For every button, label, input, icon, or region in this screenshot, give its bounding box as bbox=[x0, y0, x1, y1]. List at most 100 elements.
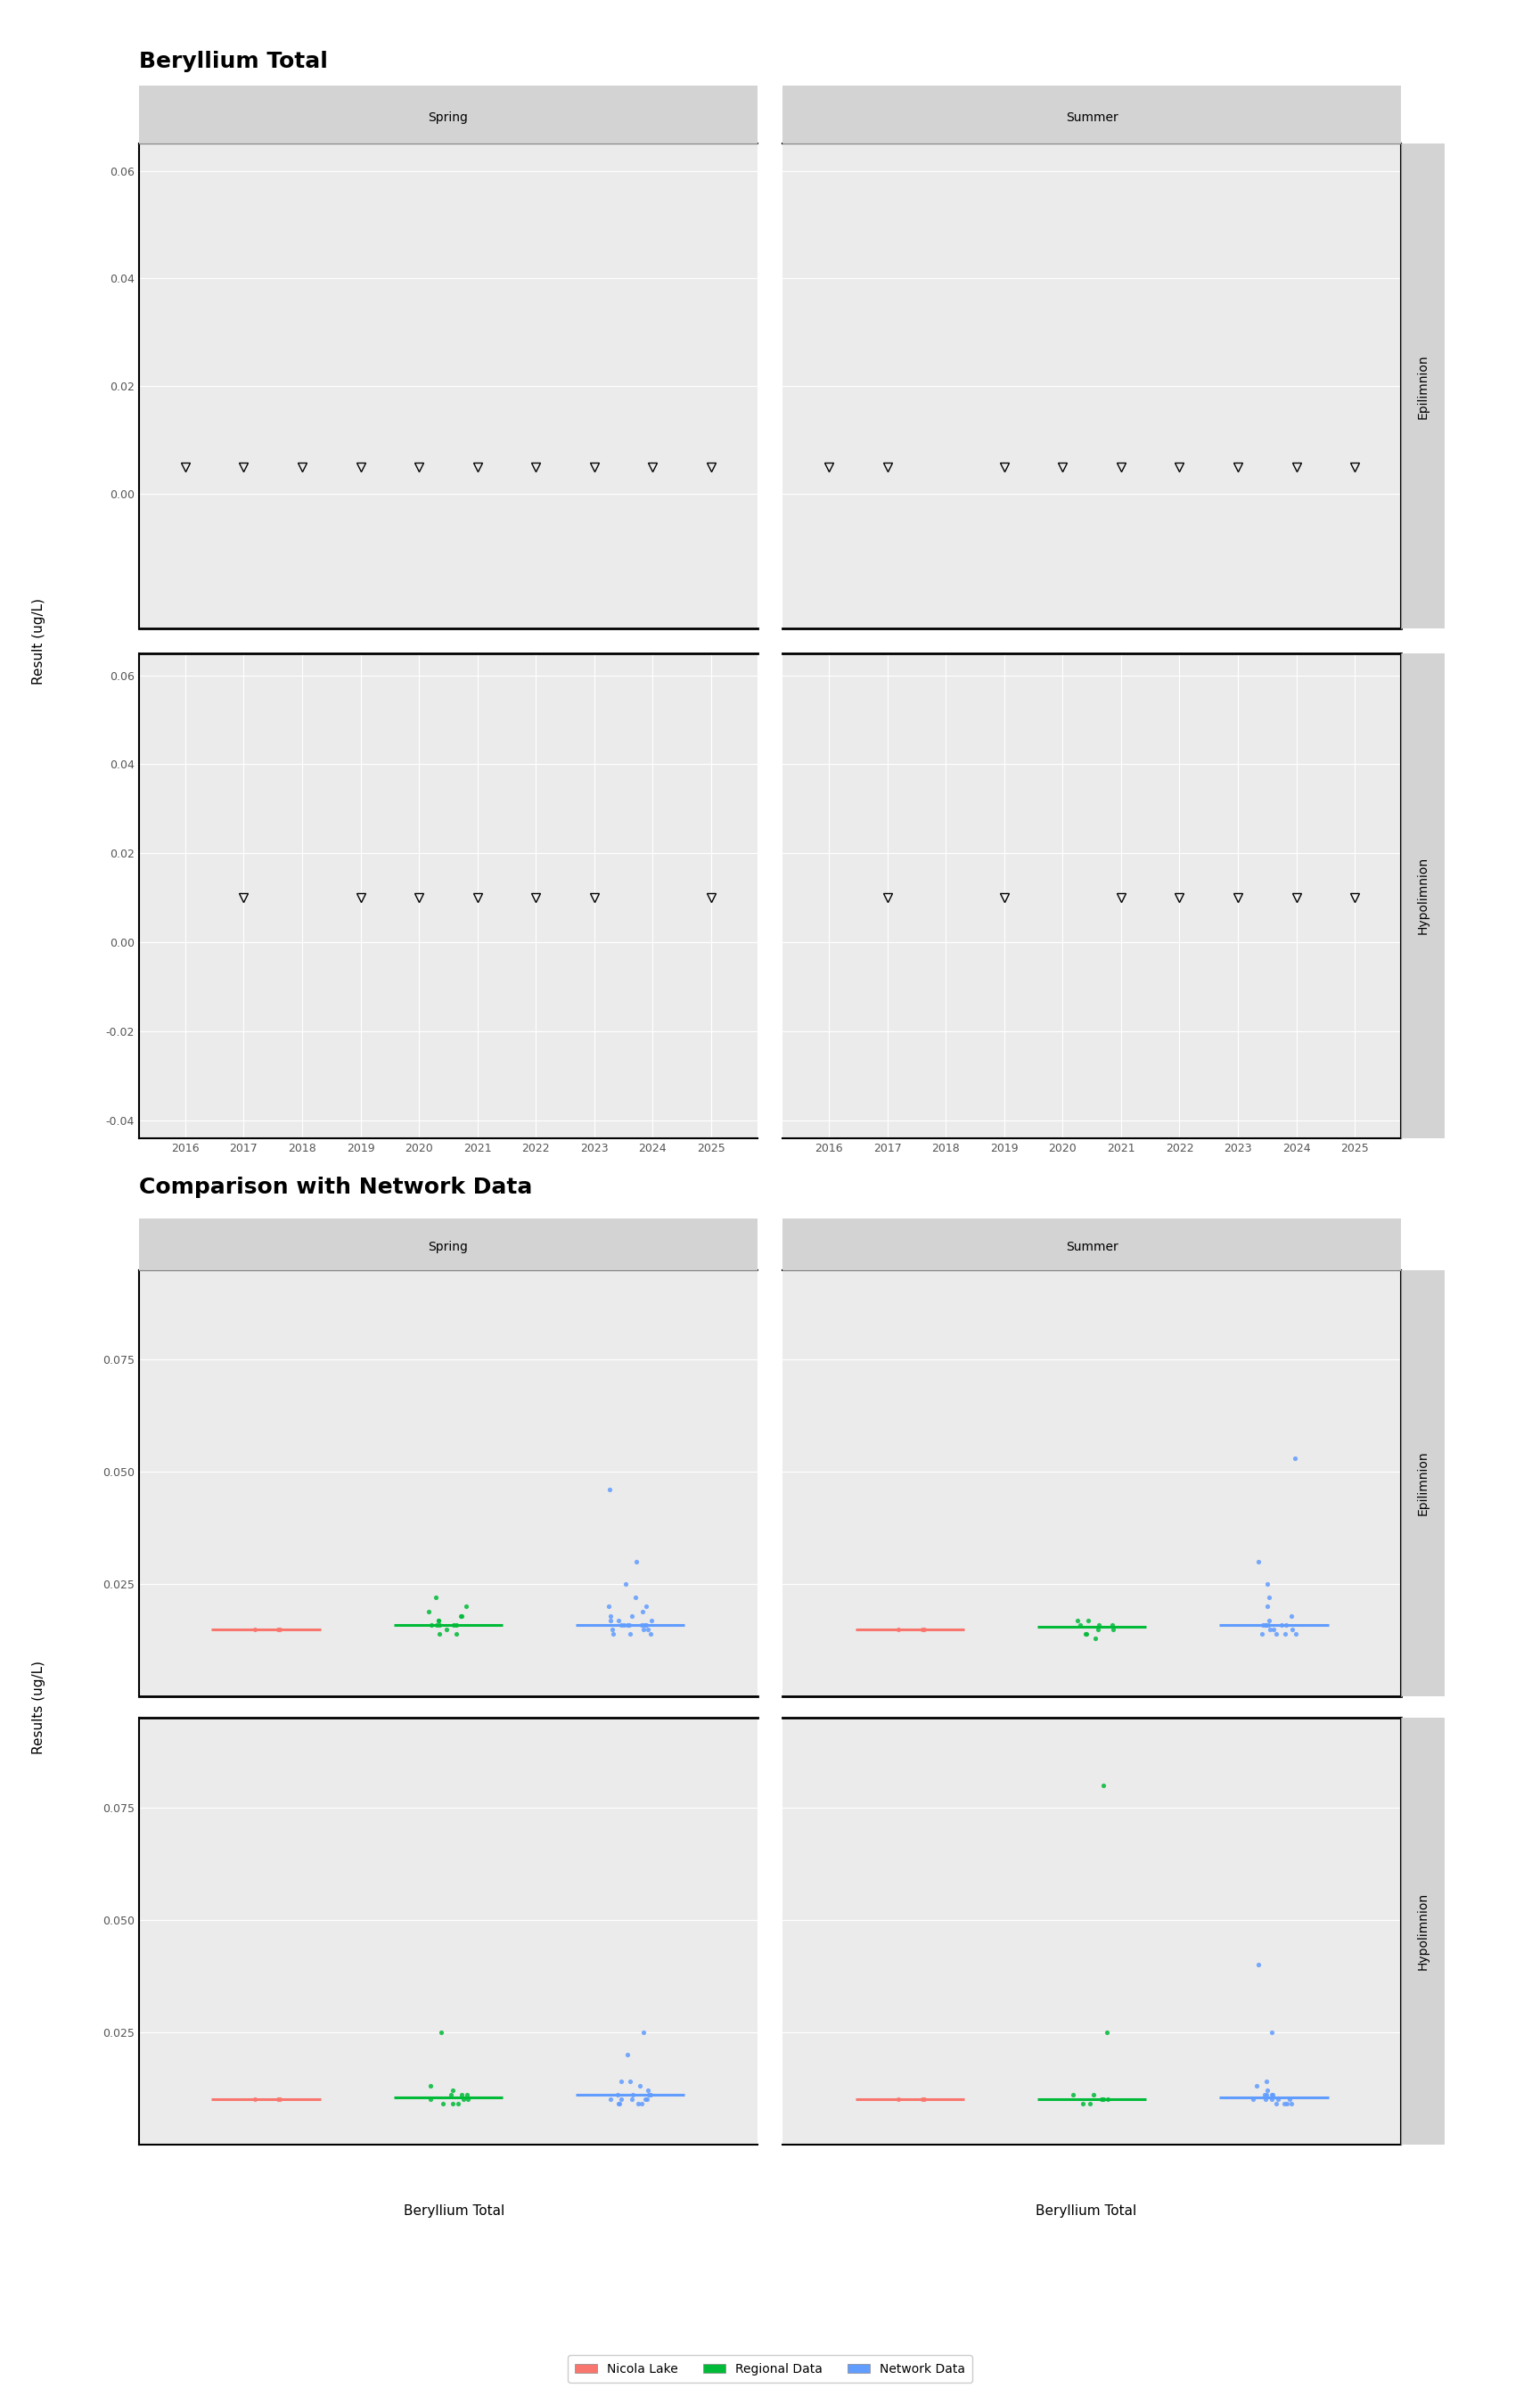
Point bbox=[885, 1610, 910, 1648]
Point bbox=[1092, 1766, 1117, 1804]
Point bbox=[1257, 1579, 1281, 1617]
Point bbox=[444, 1605, 468, 1644]
Text: Result (ug/L): Result (ug/L) bbox=[32, 597, 45, 685]
Point bbox=[1266, 2080, 1291, 2118]
Point bbox=[1254, 1605, 1278, 1644]
Point bbox=[596, 1589, 621, 1627]
Point bbox=[427, 1605, 451, 1644]
Point bbox=[601, 1610, 625, 1648]
Point bbox=[1089, 2080, 1113, 2118]
Point bbox=[1254, 2080, 1278, 2118]
Point bbox=[1283, 1440, 1307, 1478]
Point bbox=[417, 2068, 442, 2106]
Point bbox=[1255, 1565, 1280, 1603]
Point bbox=[416, 1591, 440, 1629]
Point bbox=[242, 1610, 266, 1648]
Text: Results (ug/L): Results (ug/L) bbox=[32, 1660, 45, 1754]
Point bbox=[607, 1601, 631, 1639]
Point bbox=[636, 2075, 661, 2113]
Point bbox=[1258, 1610, 1283, 1648]
Point bbox=[599, 2080, 624, 2118]
Point bbox=[624, 1579, 648, 1617]
Point bbox=[608, 2063, 633, 2101]
Point bbox=[625, 2085, 650, 2123]
Point bbox=[1254, 2075, 1278, 2113]
Point bbox=[1087, 1605, 1112, 1644]
Point bbox=[1252, 2075, 1277, 2113]
Point bbox=[268, 1610, 293, 1648]
Point bbox=[910, 2080, 935, 2118]
Point bbox=[451, 2080, 476, 2118]
Point bbox=[639, 1615, 664, 1653]
Point bbox=[1274, 1615, 1298, 1653]
Point bbox=[618, 1615, 642, 1653]
Point bbox=[607, 2085, 631, 2123]
Point bbox=[634, 2073, 659, 2111]
Point bbox=[424, 1579, 448, 1617]
Point bbox=[601, 1615, 625, 1653]
Point bbox=[266, 2080, 291, 2118]
Point bbox=[634, 1589, 659, 1627]
Text: Beryllium Total: Beryllium Total bbox=[403, 2204, 505, 2219]
Text: Beryllium Total: Beryllium Total bbox=[139, 50, 328, 72]
Point bbox=[621, 2075, 645, 2113]
Point bbox=[419, 1605, 444, 1644]
Point bbox=[619, 1596, 644, 1634]
Point bbox=[633, 2080, 658, 2118]
Point bbox=[1272, 2085, 1297, 2123]
Point bbox=[1269, 1605, 1294, 1644]
Point bbox=[430, 2013, 454, 2051]
Point bbox=[912, 2080, 936, 2118]
Point bbox=[616, 2037, 641, 2075]
Point bbox=[428, 1615, 453, 1653]
Point bbox=[1264, 2085, 1289, 2123]
Point bbox=[1090, 2080, 1115, 2118]
Point bbox=[1061, 2075, 1086, 2113]
Point bbox=[1070, 2085, 1095, 2123]
Point bbox=[1260, 2013, 1284, 2051]
Legend: Nicola Lake, Regional Data, Network Data: Nicola Lake, Regional Data, Network Data bbox=[568, 2355, 972, 2382]
Point bbox=[427, 1601, 451, 1639]
Point bbox=[1257, 1605, 1281, 1644]
Point bbox=[621, 2080, 645, 2118]
Point bbox=[634, 2080, 659, 2118]
Point bbox=[1081, 2075, 1106, 2113]
Point bbox=[1075, 1601, 1100, 1639]
Point bbox=[1101, 1610, 1126, 1648]
Point bbox=[454, 2075, 479, 2113]
Point bbox=[242, 2080, 266, 2118]
Point bbox=[613, 1565, 638, 1603]
Point bbox=[1075, 1615, 1100, 1653]
Point bbox=[442, 1605, 467, 1644]
Point bbox=[1275, 2085, 1300, 2123]
Point bbox=[624, 1543, 648, 1581]
Point bbox=[1283, 1615, 1307, 1653]
Point bbox=[1261, 1610, 1286, 1648]
Point bbox=[419, 2080, 444, 2118]
Point bbox=[1246, 1543, 1270, 1581]
Point bbox=[614, 1605, 639, 1644]
Point bbox=[912, 1610, 936, 1648]
Point bbox=[1083, 1620, 1107, 1658]
Point bbox=[598, 1601, 622, 1639]
Point bbox=[1278, 2085, 1303, 2123]
Point bbox=[1255, 2073, 1280, 2111]
Point bbox=[605, 2075, 630, 2113]
Point bbox=[448, 1596, 473, 1634]
Point bbox=[454, 1589, 479, 1627]
Point bbox=[1086, 1610, 1110, 1648]
Point bbox=[1254, 1605, 1278, 1644]
Point bbox=[1069, 1605, 1093, 1644]
Point bbox=[1250, 1605, 1275, 1644]
Point bbox=[440, 2073, 465, 2111]
Point bbox=[1257, 1601, 1281, 1639]
Text: Beryllium Total: Beryllium Total bbox=[1035, 2204, 1137, 2219]
Point bbox=[639, 1601, 664, 1639]
Point bbox=[1255, 1589, 1280, 1627]
Point bbox=[1278, 2080, 1303, 2118]
Point bbox=[1260, 2075, 1284, 2113]
Point bbox=[910, 1610, 935, 1648]
Point bbox=[1264, 1615, 1289, 1653]
Point bbox=[630, 1591, 654, 1629]
Point bbox=[610, 2080, 634, 2118]
